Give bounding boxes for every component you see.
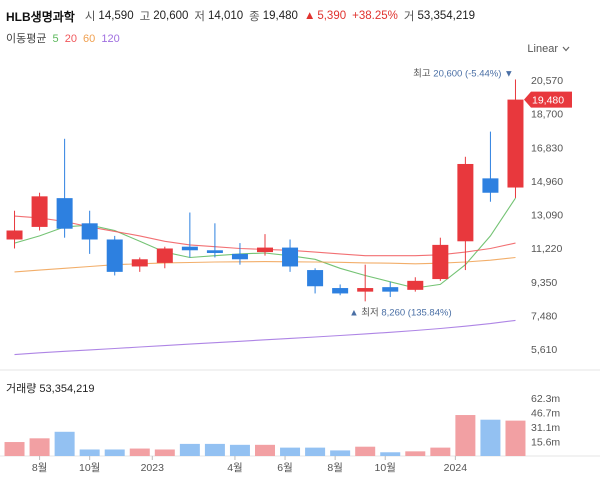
candle-body	[482, 178, 499, 193]
volume-bar	[204, 443, 225, 456]
price-axis-tick: 5,610	[531, 344, 557, 356]
open-label: 시	[84, 11, 96, 23]
volume-label: 거	[403, 11, 415, 23]
volume-bar	[54, 431, 75, 456]
candle-body	[432, 244, 449, 280]
x-axis-tick-label: 10월	[79, 462, 100, 474]
candle-body	[131, 259, 148, 267]
ma-5-label: 5	[52, 33, 59, 45]
x-axis-tick-label: 4월	[227, 462, 243, 474]
low-value: 14,010	[207, 10, 244, 22]
volume-axis-tick: 46.7m	[531, 408, 560, 420]
volume-chart-title: 거래량 53,354,219	[6, 383, 95, 395]
scale-selector[interactable]: Linear	[527, 43, 570, 55]
volume-bar	[455, 415, 476, 456]
volume-bar	[305, 447, 326, 456]
candle-body	[6, 230, 23, 240]
current-price-tag	[524, 91, 572, 108]
price-axis-tick: 11,220	[531, 243, 562, 255]
volume-bar	[505, 420, 526, 456]
volume-bar	[405, 451, 426, 456]
low-label: 저	[194, 11, 205, 23]
change-percent: +38.25%	[352, 10, 398, 22]
price-axis-tick: 7,480	[531, 310, 557, 322]
volume-bar	[380, 452, 401, 456]
ma-20-label: 20	[64, 33, 77, 45]
x-axis-tick-label: 8월	[327, 462, 343, 474]
volume-bar	[330, 450, 351, 456]
volume-axis-tick: 62.3m	[531, 393, 560, 405]
candle-body	[407, 280, 424, 290]
close-label: 종	[249, 11, 260, 23]
ma-120-label: 120	[101, 33, 120, 45]
x-axis-tick-label: 2024	[444, 462, 468, 474]
candle-body	[181, 246, 198, 251]
ma-120-line	[14, 319, 516, 356]
current-price-label: 19,480	[532, 95, 564, 107]
high-label: 고	[139, 11, 151, 23]
x-axis-tick-label: 2023	[141, 462, 165, 474]
volume-bar	[280, 447, 301, 456]
candle-body	[106, 239, 123, 272]
volume-bar	[179, 443, 200, 456]
volume-bar	[129, 448, 150, 456]
price-axis-tick: 16,830	[531, 142, 563, 154]
change-value: 5,390	[317, 10, 347, 22]
volume-bar	[79, 449, 100, 456]
candle-body	[56, 198, 73, 229]
x-axis-tick-label: 6월	[277, 462, 293, 474]
candle-body	[457, 163, 474, 242]
volume-bar	[430, 447, 451, 456]
ma-60-line	[14, 256, 516, 273]
highest-price-annotation: 최고 20,600 (-5.44%) ▼	[413, 68, 513, 79]
volume-bar	[229, 444, 250, 456]
volume-bar	[4, 442, 25, 456]
stock-name: HLB생명과학	[6, 9, 75, 24]
volume-bar	[355, 446, 376, 456]
candle-body	[307, 270, 324, 287]
volume-bar	[104, 449, 125, 456]
candle-body	[282, 247, 299, 267]
volume-bar	[29, 438, 50, 456]
candle-body	[507, 99, 524, 188]
price-axis-tick: 13,090	[531, 210, 563, 222]
candle-body	[231, 253, 248, 260]
moving-average-legend[interactable]: 이동평균 5 20 60 120	[6, 30, 123, 46]
price-axis-tick: 18,700	[531, 109, 563, 121]
x-axis-tick-label: 10월	[375, 462, 396, 474]
volume-axis-tick: 15.6m	[531, 436, 560, 448]
scale-selector-label: Linear	[527, 43, 558, 55]
candle-body	[156, 248, 173, 263]
close-value: 19,480	[262, 10, 298, 22]
volume-bar	[480, 419, 501, 456]
candle-body	[382, 287, 399, 292]
ma-60-label: 60	[83, 33, 96, 45]
candle-body	[81, 223, 98, 240]
volume-axis-tick: 31.1m	[531, 422, 560, 434]
volume-bar	[154, 449, 175, 456]
lowest-price-annotation: ▲ 최저 8,260 (135.84%)	[349, 307, 451, 318]
open-value: 14,590	[98, 10, 134, 22]
ma-legend-label: 이동평균	[6, 33, 47, 45]
candle-body	[257, 247, 273, 253]
volume-value: 53,354,219	[417, 10, 476, 22]
price-axis-tick: 14,960	[531, 176, 563, 188]
price-header: HLB생명과학 시 14,590 고 20,600 저 14,010 종 19,…	[6, 6, 481, 26]
candle-body	[31, 196, 48, 227]
candle-body	[357, 288, 374, 292]
volume-bar	[255, 444, 275, 456]
x-axis-tick-label: 8월	[32, 462, 48, 474]
price-axis-tick: 9,350	[531, 277, 557, 289]
candle-body	[332, 288, 349, 294]
change-arrow-icon: ▲	[303, 10, 316, 22]
candle-body	[206, 250, 223, 253]
chevron-down-icon	[562, 46, 570, 52]
high-value: 20,600	[153, 10, 189, 22]
price-axis-tick: 20,570	[531, 75, 563, 87]
